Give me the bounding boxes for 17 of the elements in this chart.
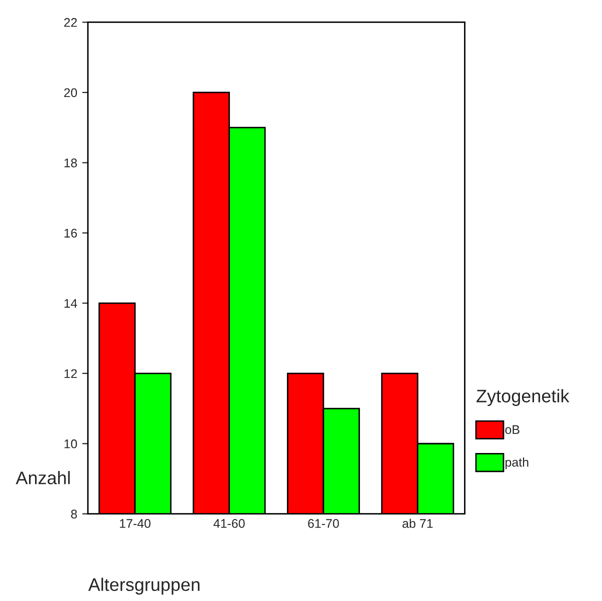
y-tick-label: 14 bbox=[64, 299, 78, 308]
y-axis-title: Anzahl bbox=[16, 471, 70, 484]
x-tick-label: ab 71 bbox=[402, 518, 433, 528]
y-tick-label: 22 bbox=[64, 18, 77, 27]
y-tick-label: 18 bbox=[64, 158, 77, 168]
legend-label: oB bbox=[505, 425, 520, 434]
y-tick-label: 16 bbox=[64, 228, 77, 238]
y-tick-label: 20 bbox=[64, 88, 77, 98]
legend-title: Zytogenetik bbox=[476, 389, 570, 406]
x-tick-label: 61-70 bbox=[308, 519, 339, 528]
y-tick-label: 10 bbox=[64, 439, 77, 448]
x-tick-label: 17-40 bbox=[120, 519, 150, 528]
y-tick-label: 8 bbox=[71, 510, 77, 519]
x-tick-label: 41-60 bbox=[214, 519, 245, 528]
x-axis-title: Altersgruppen bbox=[88, 578, 200, 595]
legend-label: path bbox=[506, 458, 528, 470]
y-tick-label: 12 bbox=[64, 369, 77, 378]
